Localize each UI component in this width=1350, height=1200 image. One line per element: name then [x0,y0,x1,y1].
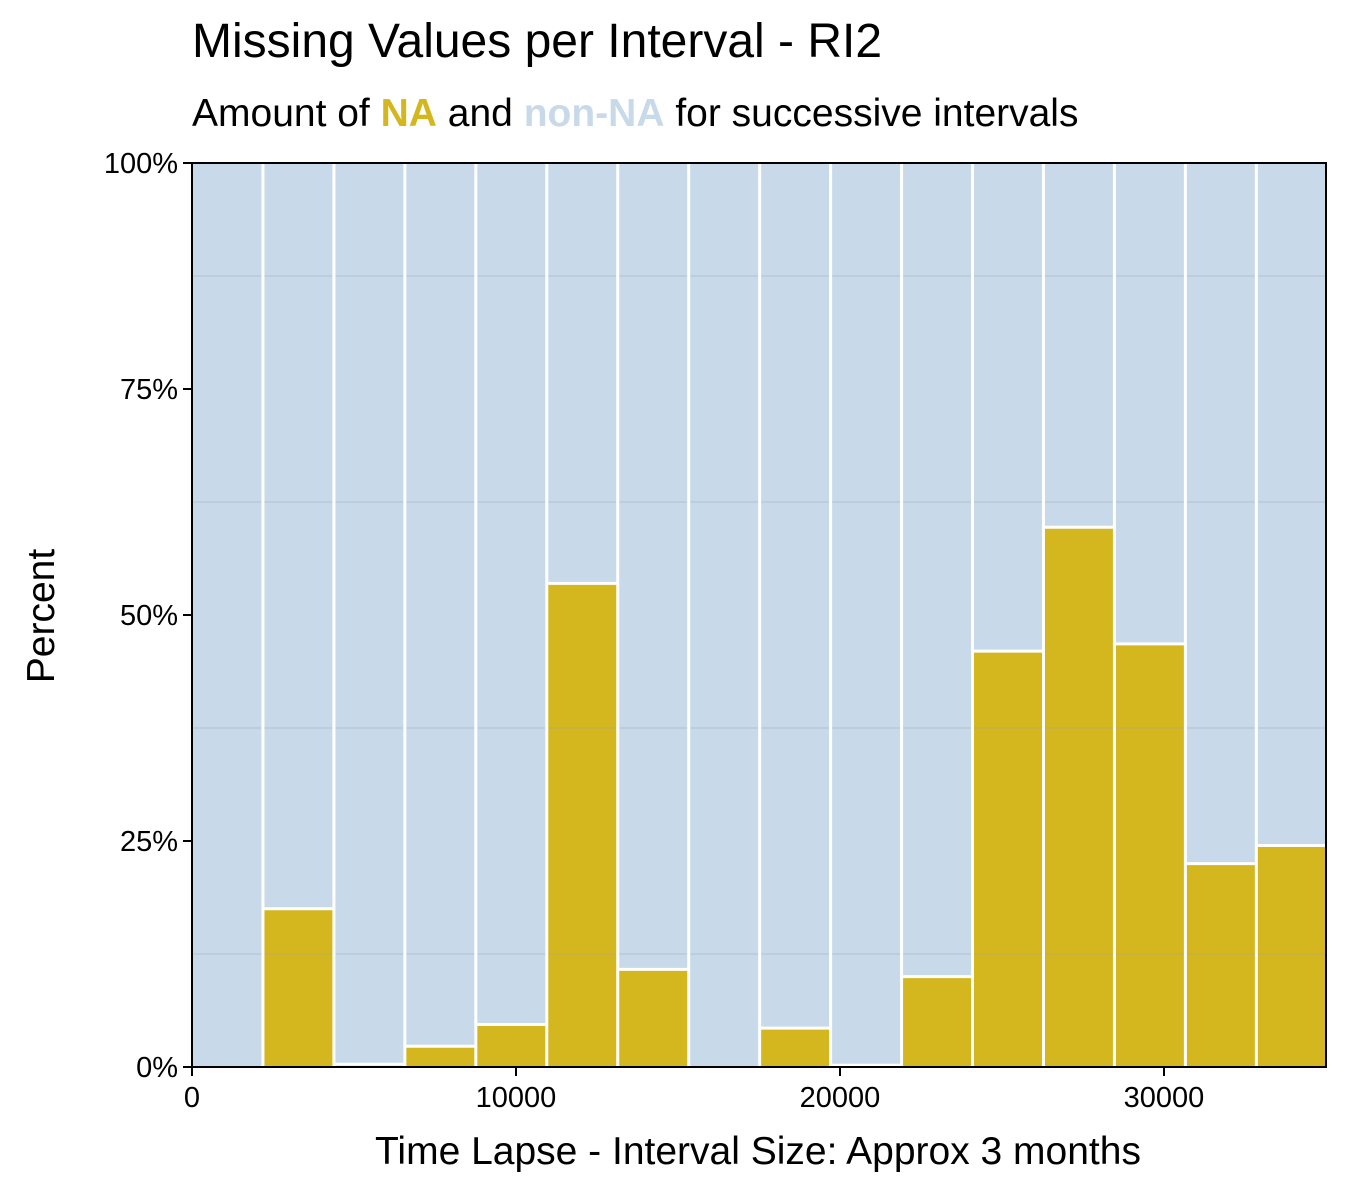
bar-na [617,969,689,1067]
y-tick-label: 75% [120,374,178,406]
bar-non-na [333,163,405,1067]
subtitle-middle: and [436,92,524,135]
bar-na [1114,643,1186,1067]
y-tick-label: 100% [104,148,178,180]
bar-non-na [830,163,902,1067]
bar-na [262,908,334,1067]
bar-non-na [759,163,831,1067]
bar-non-na [475,163,547,1067]
y-tick-label: 25% [120,826,178,858]
bar-na [475,1024,547,1067]
bar-na [901,976,973,1067]
bar-non-na [404,163,476,1067]
bar-na [1043,527,1115,1067]
bar-na [1256,845,1326,1067]
y-axis-label: Percent [20,548,63,684]
bar-non-na [617,163,689,1067]
bar-non-na [688,163,760,1067]
bar-non-na [192,163,263,1067]
subtitle-prefix: Amount of [192,92,381,135]
subtitle-na-word: NA [380,92,437,135]
bar-non-na [901,163,973,1067]
bar-na [1185,863,1257,1067]
x-tick-label: 0 [184,1082,200,1114]
chart-subtitle: Amount of NA and non-NA for successive i… [192,92,1078,137]
y-tick-label: 0% [136,1052,178,1084]
chart-title: Missing Values per Interval - RI2 [192,15,883,68]
bar-na [972,651,1044,1067]
x-tick-label: 10000 [476,1082,557,1114]
x-axis-label: Time Lapse - Interval Size: Approx 3 mon… [375,1130,1141,1173]
x-tick-label: 20000 [800,1082,881,1114]
subtitle-suffix: for successive intervals [664,92,1079,135]
bar-na [759,1028,831,1067]
bar-na [546,583,618,1067]
subtitle-non-na-word: non-NA [523,92,665,135]
bar-na [404,1046,476,1067]
y-tick-label: 50% [120,600,178,632]
x-tick-label: 30000 [1124,1082,1205,1114]
